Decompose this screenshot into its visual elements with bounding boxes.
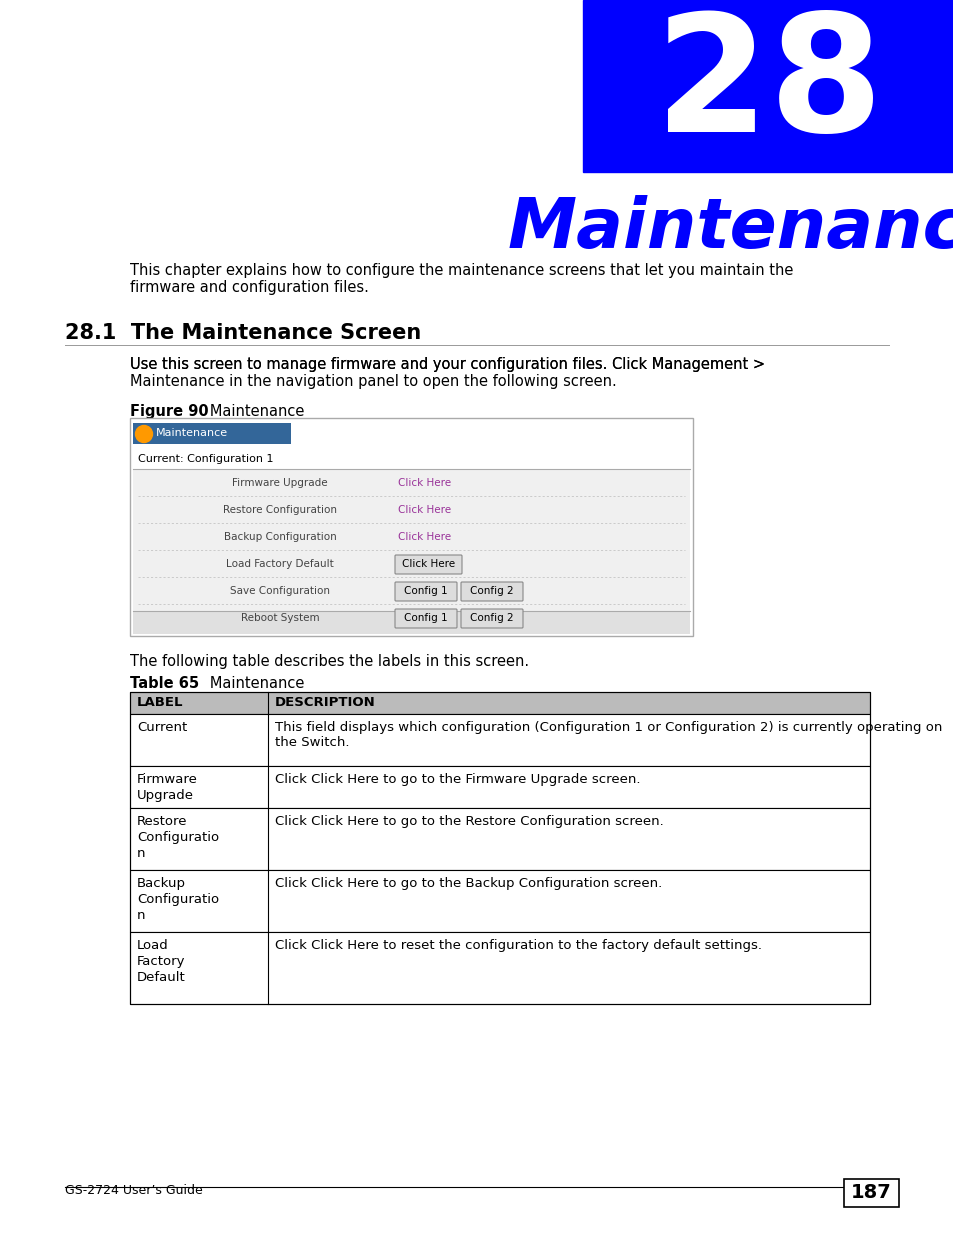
- FancyBboxPatch shape: [395, 582, 456, 601]
- Text: 187: 187: [850, 1183, 890, 1203]
- Bar: [130, 417, 692, 636]
- Text: Use this screen to manage firmware and your configuration files. Click Managemen: Use this screen to manage firmware and y…: [130, 357, 764, 372]
- Text: Load Factory Default: Load Factory Default: [226, 559, 334, 569]
- Text: 28: 28: [655, 7, 882, 167]
- Text: DESCRIPTION: DESCRIPTION: [274, 697, 375, 709]
- Text: 28.1  The Maintenance Screen: 28.1 The Maintenance Screen: [65, 324, 421, 343]
- Bar: [130, 692, 869, 714]
- Bar: [130, 766, 869, 808]
- Bar: [582, 0, 953, 172]
- Circle shape: [135, 426, 152, 442]
- Text: GS-2724 User’s Guide: GS-2724 User’s Guide: [65, 1184, 203, 1197]
- Text: Load
Factory
Default: Load Factory Default: [137, 939, 186, 984]
- Text: Reboot System: Reboot System: [240, 613, 319, 622]
- Text: Config 1: Config 1: [404, 613, 447, 622]
- Text: Firmware Upgrade: Firmware Upgrade: [232, 478, 328, 488]
- Text: Maintenance: Maintenance: [195, 676, 304, 692]
- Bar: [132, 611, 689, 634]
- Text: Config 2: Config 2: [470, 585, 514, 597]
- Text: Click Click Here to go to the Backup Configuration screen.: Click Click Here to go to the Backup Con…: [274, 877, 661, 890]
- Text: Click Here: Click Here: [401, 559, 455, 569]
- Text: Maintenance: Maintenance: [156, 429, 228, 438]
- Text: Config 2: Config 2: [470, 613, 514, 622]
- Text: Firmware
Upgrade: Firmware Upgrade: [137, 773, 197, 802]
- Text: LABEL: LABEL: [137, 697, 183, 709]
- Text: Use this screen to manage firmware and your configuration files. Click Managemen: Use this screen to manage firmware and y…: [130, 357, 764, 372]
- Text: Figure 90: Figure 90: [130, 404, 209, 419]
- Text: Click Here: Click Here: [397, 532, 451, 542]
- Text: Click Here: Click Here: [397, 478, 451, 488]
- Bar: [132, 471, 689, 611]
- Bar: [130, 869, 869, 932]
- Text: Maintenance: Maintenance: [507, 195, 953, 262]
- Text: Current: Configuration 1: Current: Configuration 1: [138, 454, 274, 464]
- Text: Restore
Configuratio
n: Restore Configuratio n: [137, 815, 219, 860]
- Text: Click Here: Click Here: [397, 505, 451, 515]
- FancyBboxPatch shape: [395, 609, 456, 629]
- Bar: [130, 808, 869, 869]
- Bar: [130, 692, 869, 1004]
- Bar: [130, 932, 869, 1004]
- Text: The following table describes the labels in this screen.: The following table describes the labels…: [130, 655, 529, 669]
- Text: Click Click Here to go to the Restore Configuration screen.: Click Click Here to go to the Restore Co…: [274, 815, 663, 827]
- Text: Backup Configuration: Backup Configuration: [223, 532, 336, 542]
- Text: This field displays which configuration (Configuration 1 or Configuration 2) is : This field displays which configuration …: [274, 721, 942, 748]
- Bar: [130, 714, 869, 766]
- Text: Table 65: Table 65: [130, 676, 199, 692]
- FancyBboxPatch shape: [460, 582, 522, 601]
- Text: Backup
Configuratio
n: Backup Configuratio n: [137, 877, 219, 923]
- Bar: [132, 424, 291, 445]
- Text: Save Configuration: Save Configuration: [230, 585, 330, 597]
- Text: Use this screen to manage firmware and your configuration files. Click: Use this screen to manage firmware and y…: [130, 357, 651, 372]
- FancyBboxPatch shape: [460, 609, 522, 629]
- FancyBboxPatch shape: [395, 555, 461, 574]
- Text: This chapter explains how to configure the maintenance screens that let you main: This chapter explains how to configure t…: [130, 263, 793, 278]
- Bar: [843, 1179, 898, 1207]
- Text: Maintenance: Maintenance: [195, 404, 304, 419]
- Text: firmware and configuration files.: firmware and configuration files.: [130, 280, 369, 295]
- Text: Click Click Here to go to the Firmware Upgrade screen.: Click Click Here to go to the Firmware U…: [274, 773, 639, 785]
- Text: Current: Current: [137, 721, 187, 734]
- Text: Click Click Here to reset the configuration to the factory default settings.: Click Click Here to reset the configurat…: [274, 939, 761, 952]
- Text: Restore Configuration: Restore Configuration: [223, 505, 336, 515]
- Text: Config 1: Config 1: [404, 585, 447, 597]
- Text: Maintenance in the navigation panel to open the following screen.: Maintenance in the navigation panel to o…: [130, 374, 616, 389]
